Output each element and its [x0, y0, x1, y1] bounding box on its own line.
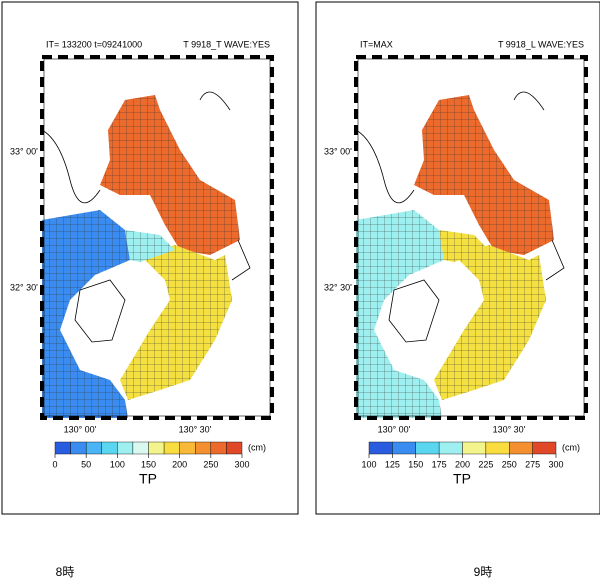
- colorbar-segment: [54, 441, 71, 455]
- colorbar-tick-label: 300: [234, 459, 249, 469]
- colorbar-segment: [509, 441, 533, 455]
- colorbar-tick-label: 100: [361, 459, 376, 469]
- colorbar-segment: [368, 441, 393, 455]
- lat-label: 33° 00': [324, 146, 352, 156]
- lat-label: 33° 00': [10, 146, 38, 156]
- colorbar-label: TP: [139, 471, 157, 487]
- colorbar-segment: [415, 441, 440, 455]
- colorbar-tick-label: 300: [548, 459, 563, 469]
- colorbar-segment: [392, 441, 416, 455]
- colorbar-tick-label: 125: [385, 459, 400, 469]
- caption: 9時: [474, 565, 493, 579]
- colorbar-segment: [132, 441, 149, 455]
- colorbar-tick-label: 200: [455, 459, 470, 469]
- lat-label: 32° 30': [10, 282, 38, 292]
- header-right: T 9918_T WAVE:YES: [183, 39, 270, 49]
- map-frame-inner: [43, 58, 271, 417]
- colorbar-unit: (cm): [248, 442, 266, 452]
- lon-label: 130° 00': [64, 424, 97, 434]
- map-frame: [354, 55, 588, 420]
- coastline: [41, 91, 251, 281]
- map-frame-inner: [357, 58, 585, 417]
- colorbar-segment: [485, 441, 510, 455]
- colorbar-tick-label: 0: [52, 459, 57, 469]
- colorbar-tick-label: 225: [478, 459, 493, 469]
- panel-border: [1, 1, 299, 515]
- colorbar-tick-label: 50: [81, 459, 91, 469]
- colorbar-tick-label: 200: [172, 459, 187, 469]
- colorbar-unit: (cm): [562, 442, 580, 452]
- colorbar-segment: [462, 441, 487, 455]
- panel: IT= 133200 t=09241000 T 9918_T WAVE:YES 33…: [1, 1, 299, 579]
- lon-label: 130° 30': [179, 424, 212, 434]
- colorbar-segment: [85, 441, 102, 455]
- colorbar-segment: [163, 441, 180, 455]
- header-left: IT=MAX: [360, 39, 393, 49]
- lon-label: 130° 00': [378, 424, 411, 434]
- colorbar-tick-label: 150: [408, 459, 423, 469]
- header-left: IT= 133200 t=09241000: [46, 39, 142, 49]
- colorbar-label: TP: [453, 471, 471, 487]
- colorbar-segment: [179, 441, 196, 455]
- colorbar-tick-label: 250: [203, 459, 218, 469]
- panel-border: [315, 1, 600, 515]
- colorbar-tick-label: 100: [110, 459, 125, 469]
- panel: IT=MAX T 9918_L WAVE:YES 33° 00' 32° 30' 130…: [315, 1, 600, 579]
- caption: 8時: [56, 565, 75, 579]
- colorbar-segment: [438, 441, 463, 455]
- colorbar-tick-label: 250: [502, 459, 517, 469]
- colorbar-segment: [226, 441, 243, 455]
- colorbar-tick-label: 275: [525, 459, 540, 469]
- colorbar-segment: [70, 441, 87, 455]
- lon-label: 130° 30': [493, 424, 526, 434]
- header-right: T 9918_L WAVE:YES: [498, 39, 584, 49]
- colorbar-segment: [148, 441, 165, 455]
- colorbar-segment: [195, 441, 212, 455]
- colorbar-segment: [210, 441, 227, 455]
- colorbar-segment: [117, 441, 134, 455]
- lat-label: 32° 30': [324, 282, 352, 292]
- colorbar-tick-label: 175: [432, 459, 447, 469]
- colorbar-segment: [101, 441, 118, 455]
- coastline: [355, 91, 565, 281]
- map-frame: [40, 55, 274, 420]
- colorbar-segment: [532, 441, 557, 455]
- colorbar-tick-label: 150: [141, 459, 156, 469]
